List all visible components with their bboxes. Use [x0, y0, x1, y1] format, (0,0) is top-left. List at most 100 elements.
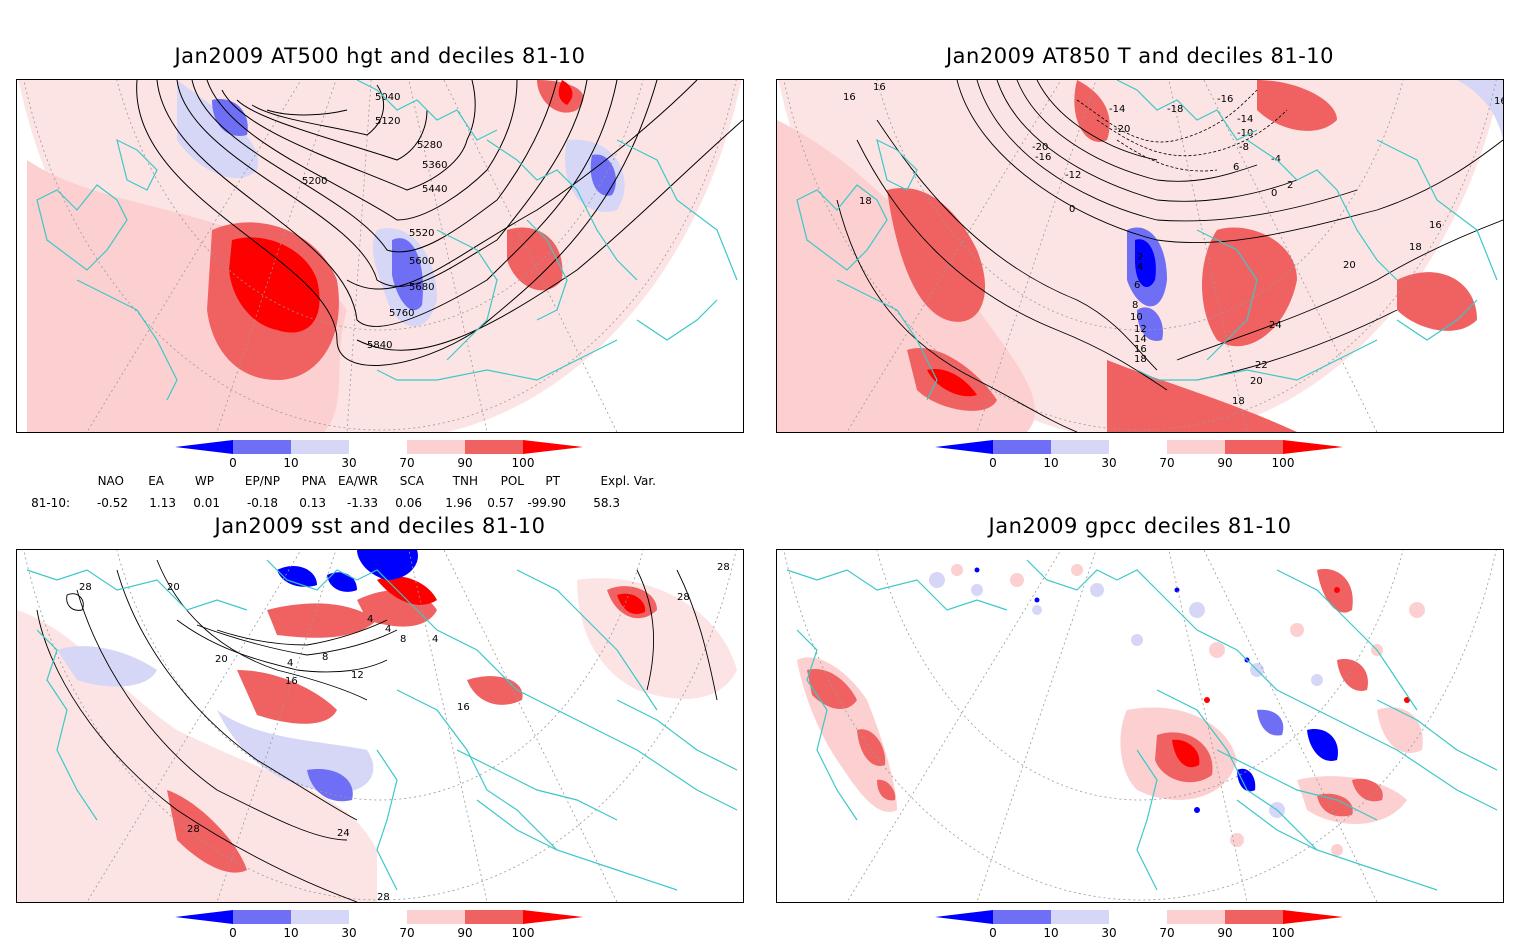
colorbar-t850: 0 10 30 70 90 100	[935, 440, 1355, 476]
colorbar-tick: 90	[457, 926, 473, 940]
colorbar-tick: 100	[511, 926, 535, 940]
svg-text:18: 18	[1409, 242, 1422, 253]
colorbar-tick: 10	[283, 926, 299, 940]
svg-text:16: 16	[1494, 96, 1503, 107]
svg-text:5200: 5200	[302, 176, 327, 187]
svg-text:16: 16	[873, 82, 886, 93]
map-panel-t850: 16 16 18 -20 -16 -12 0 -14 -20 -18 -16 -14 -10…	[776, 79, 1504, 433]
svg-text:12: 12	[351, 670, 364, 681]
colorbar-tick: 0	[989, 926, 997, 940]
map-panel-hgt500: 5040 5120 5280 5360 5440 5200 5520 5600 …	[16, 79, 744, 433]
svg-text:18: 18	[1134, 354, 1147, 365]
panel-title-gpcc: Jan2009 gpcc deciles 81-10	[988, 514, 1292, 538]
index-value: -0.18	[246, 496, 278, 510]
index-value: 58.3	[593, 496, 620, 510]
colorbar-hgt500: 0 10 30 70 90 100	[175, 440, 595, 476]
svg-text:16: 16	[457, 702, 470, 713]
svg-text:-20: -20	[1032, 142, 1048, 153]
svg-text:2: 2	[1137, 252, 1143, 263]
svg-text:5120: 5120	[375, 116, 400, 127]
panel-title-t850: Jan2009 AT850 T and deciles 81-10	[945, 44, 1335, 68]
index-name: TNH	[452, 474, 478, 488]
colorbar-tick: 90	[1217, 456, 1233, 470]
colorbar-tick: 100	[1271, 456, 1295, 470]
map-panel-gpcc	[776, 549, 1504, 903]
svg-text:24: 24	[1269, 320, 1282, 331]
colorbar-tick: 30	[341, 926, 357, 940]
index-name: EA	[148, 474, 164, 488]
svg-text:-20: -20	[1114, 124, 1130, 135]
colorbar-tick: 0	[229, 456, 237, 470]
svg-text:20: 20	[1250, 376, 1263, 387]
index-name: EP/NP	[244, 474, 280, 488]
svg-text:5280: 5280	[417, 140, 442, 151]
colorbar-tick: 90	[457, 456, 473, 470]
index-row-label: 81-10:	[31, 496, 70, 510]
index-value: 0.57	[487, 496, 514, 510]
svg-text:5440: 5440	[422, 184, 447, 195]
svg-text:4: 4	[287, 658, 293, 669]
svg-text:-12: -12	[1065, 170, 1081, 181]
svg-text:28: 28	[717, 562, 730, 573]
svg-text:16: 16	[1134, 344, 1147, 355]
colorbar-tick: 10	[1043, 926, 1059, 940]
svg-text:16: 16	[843, 92, 856, 103]
index-name: Expl. Var.	[600, 474, 656, 488]
colorbar-tick: 0	[229, 926, 237, 940]
svg-text:5840: 5840	[367, 340, 392, 351]
svg-text:-16: -16	[1035, 152, 1051, 163]
colorbar-tick: 10	[1043, 456, 1059, 470]
index-value: 0.01	[193, 496, 220, 510]
panel-title-hgt500: Jan2009 AT500 hgt and deciles 81-10	[174, 44, 586, 68]
svg-text:-10: -10	[1237, 128, 1253, 139]
svg-text:28: 28	[79, 582, 92, 593]
svg-text:28: 28	[377, 892, 390, 902]
svg-text:5040: 5040	[375, 92, 400, 103]
index-name: POL	[500, 474, 524, 488]
svg-text:5360: 5360	[422, 160, 447, 171]
index-value: -99.90	[527, 496, 566, 510]
colorbar-tick: 100	[1271, 926, 1295, 940]
colorbar-tick: 30	[1101, 456, 1117, 470]
svg-text:4: 4	[367, 614, 373, 625]
index-name: PNA	[301, 474, 326, 488]
colorbar-tick: 10	[283, 456, 299, 470]
index-value: 1.96	[445, 496, 472, 510]
svg-text:28: 28	[677, 592, 690, 603]
svg-text:0: 0	[1069, 204, 1075, 215]
svg-text:-14: -14	[1109, 104, 1125, 115]
svg-text:4: 4	[432, 634, 438, 645]
colorbar-tick: 70	[1159, 456, 1175, 470]
svg-text:-8: -8	[1239, 142, 1249, 153]
index-name: NAO	[97, 474, 124, 488]
svg-text:6: 6	[1134, 280, 1140, 291]
svg-text:6: 6	[1233, 162, 1239, 173]
svg-text:28: 28	[187, 824, 200, 835]
svg-text:5520: 5520	[409, 228, 434, 239]
colorbar-tick: 70	[1159, 926, 1175, 940]
svg-text:20: 20	[1343, 260, 1356, 271]
svg-text:8: 8	[400, 634, 406, 645]
colorbar-tick: 70	[399, 456, 415, 470]
svg-text:20: 20	[215, 654, 228, 665]
svg-text:5680: 5680	[409, 282, 434, 293]
index-value: 0.13	[299, 496, 326, 510]
index-name: WP	[194, 474, 214, 488]
svg-text:20: 20	[167, 582, 180, 593]
svg-text:5760: 5760	[389, 308, 414, 319]
svg-text:22: 22	[1255, 360, 1268, 371]
colorbar-tick: 100	[511, 456, 535, 470]
svg-text:-18: -18	[1167, 104, 1183, 115]
svg-text:10: 10	[1130, 312, 1143, 323]
svg-text:16: 16	[1429, 220, 1442, 231]
svg-text:8: 8	[1132, 300, 1138, 311]
index-value: 0.06	[395, 496, 422, 510]
colorbar-tick: 90	[1217, 926, 1233, 940]
svg-text:-14: -14	[1237, 114, 1253, 125]
colorbar-tick: 30	[341, 456, 357, 470]
panel-title-sst: Jan2009 sst and deciles 81-10	[214, 514, 546, 538]
svg-text:16: 16	[285, 676, 298, 687]
svg-text:-16: -16	[1217, 94, 1233, 105]
svg-text:0: 0	[1271, 188, 1277, 199]
